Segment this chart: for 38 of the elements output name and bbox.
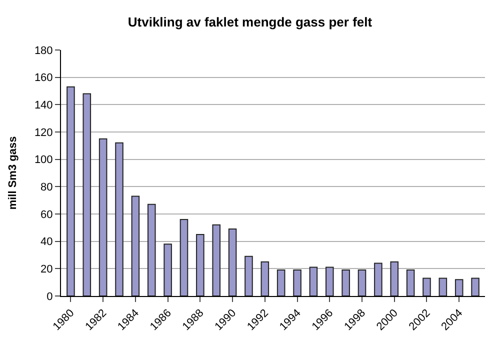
bar (293, 270, 302, 296)
bar (406, 270, 415, 296)
bar (82, 93, 92, 296)
bar (471, 278, 480, 296)
y-tick-label: 0 (46, 290, 53, 303)
bar (358, 270, 366, 296)
y-tick-label: 20 (40, 264, 53, 276)
bar (390, 261, 399, 296)
y-tick-label: 140 (34, 100, 53, 112)
bar (454, 279, 464, 296)
bar (180, 218, 188, 296)
y-tick-label: 60 (40, 208, 53, 221)
bar (164, 244, 172, 296)
bar (196, 234, 204, 296)
bar (147, 204, 156, 296)
y-tick-label: 120 (34, 126, 53, 139)
bar (276, 270, 286, 296)
y-tick-label: 100 (34, 154, 53, 166)
bar (309, 266, 318, 296)
bar (98, 138, 108, 296)
y-tick-label: 80 (40, 182, 53, 194)
bar (342, 270, 350, 296)
bar (212, 224, 220, 296)
y-axis-title: mill Sm3 gass (7, 136, 20, 210)
bar (438, 278, 448, 296)
bar (131, 196, 140, 296)
bar (326, 266, 334, 296)
bar (374, 262, 382, 296)
bar (422, 278, 431, 296)
bar (115, 142, 124, 296)
bar (260, 261, 270, 296)
bar (228, 228, 237, 296)
chart-title: Utvikling av faklet mengde gass per felt (128, 14, 373, 30)
y-tick-label: 40 (40, 236, 53, 248)
bar (244, 256, 253, 296)
y-tick-label: 160 (34, 72, 53, 84)
y-tick-label: 180 (34, 44, 53, 57)
bar (66, 86, 75, 296)
